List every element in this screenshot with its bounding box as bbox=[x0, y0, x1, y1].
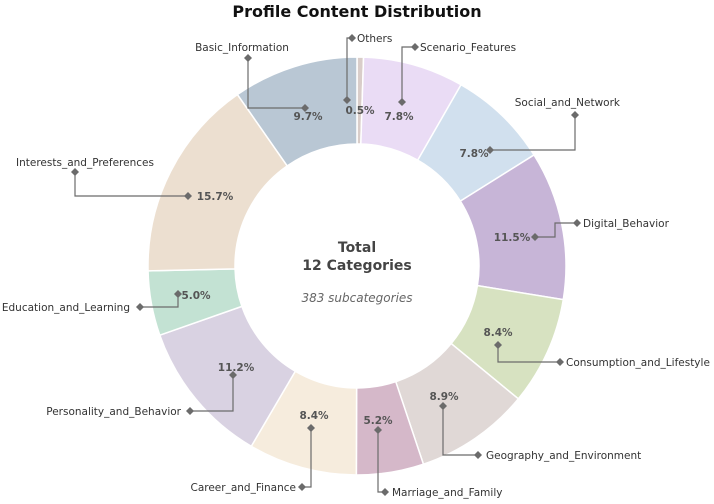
leader-line-social-and-network bbox=[490, 115, 576, 151]
pct-label-basic-information: 9.7% bbox=[293, 111, 323, 123]
slice-label-geography-and-environment: Geography_and_Environment bbox=[486, 450, 641, 462]
slice-label-others: Others bbox=[357, 33, 392, 45]
pct-label-scenario-features: 7.8% bbox=[384, 111, 414, 123]
pct-label-interests-and-preferences: 15.7% bbox=[197, 191, 234, 203]
leader-marker-geography-and-environment bbox=[439, 402, 447, 410]
leader-end-marker-geography-and-environment bbox=[474, 451, 482, 459]
leader-line-geography-and-environment bbox=[442, 406, 478, 456]
slices bbox=[147, 56, 567, 476]
slice-label-digital-behavior: Digital_Behavior bbox=[583, 218, 670, 230]
pct-label-others: 0.5% bbox=[345, 105, 375, 117]
pct-label-geography-and-environment: 8.9% bbox=[429, 391, 459, 403]
pct-label-social-and-network: 7.8% bbox=[459, 148, 489, 160]
slice-label-consumption-and-lifestyle: Consumption_and_Lifestyle bbox=[566, 357, 710, 369]
leader-end-marker-digital-behavior bbox=[573, 219, 581, 227]
slice-label-career-and-finance: Career_and_Finance bbox=[190, 482, 296, 494]
chart-title: Profile Content Distribution bbox=[232, 2, 481, 21]
slice-label-basic-information: Basic_Information bbox=[195, 42, 289, 54]
slice-label-education-and-learning: Education_and_Learning bbox=[2, 302, 130, 314]
leader-marker-personality-and-behavior bbox=[229, 371, 237, 379]
leader-line-personality-and-behavior bbox=[190, 375, 234, 412]
leader-marker-career-and-finance bbox=[307, 424, 315, 432]
leader-end-marker-consumption-and-lifestyle bbox=[556, 358, 564, 366]
leader-line-consumption-and-lifestyle bbox=[497, 345, 560, 363]
leader-end-marker-others bbox=[348, 34, 356, 42]
leader-end-marker-basic-information bbox=[244, 54, 252, 62]
slice-label-interests-and-preferences: Interests_and_Preferences bbox=[16, 157, 154, 169]
leader-end-marker-personality-and-behavior bbox=[186, 407, 194, 415]
pct-label-consumption-and-lifestyle: 8.4% bbox=[483, 327, 513, 339]
center-total: Total bbox=[338, 240, 376, 256]
leader-end-marker-education-and-learning bbox=[136, 303, 144, 311]
leader-end-marker-marriage-and-family bbox=[381, 488, 389, 496]
leader-line-interests-and-preferences bbox=[74, 172, 188, 197]
slice-label-scenario-features: Scenario_Features bbox=[420, 42, 516, 54]
pct-label-career-and-finance: 8.4% bbox=[299, 410, 329, 422]
leader-end-marker-career-and-finance bbox=[298, 483, 306, 491]
leader-marker-education-and-learning bbox=[174, 290, 182, 298]
leader-marker-marriage-and-family bbox=[374, 426, 382, 434]
leader-marker-basic-information bbox=[301, 104, 309, 112]
slice-label-personality-and-behavior: Personality_and_Behavior bbox=[46, 406, 181, 418]
leader-line-scenario-features bbox=[401, 46, 415, 102]
pct-label-digital-behavior: 11.5% bbox=[494, 232, 531, 244]
leader-marker-others bbox=[343, 96, 351, 104]
leader-end-marker-interests-and-preferences bbox=[71, 168, 79, 176]
slice-basic-information bbox=[236, 56, 358, 167]
leader-end-marker-social-and-network bbox=[571, 111, 579, 119]
pct-label-marriage-and-family: 5.2% bbox=[363, 415, 393, 427]
leader-line-education-and-learning bbox=[140, 294, 179, 308]
leader-line-basic-information bbox=[247, 58, 305, 109]
pct-label-personality-and-behavior: 11.2% bbox=[218, 362, 255, 374]
slice-label-marriage-and-family: Marriage_and_Family bbox=[392, 487, 502, 499]
leader-end-marker-scenario-features bbox=[411, 43, 419, 51]
pct-label-education-and-learning: 5.0% bbox=[181, 290, 211, 302]
leader-marker-social-and-network bbox=[486, 146, 494, 154]
leader-marker-digital-behavior bbox=[531, 233, 539, 241]
center-categories: 12 Categories bbox=[302, 258, 411, 274]
leader-lines: Others 0.5% Scenario_Features 7.8% Social_an… bbox=[2, 33, 710, 499]
center-subtitle: 383 subcategories bbox=[301, 291, 412, 305]
leader-line-digital-behavior bbox=[535, 222, 577, 238]
leader-marker-interests-and-preferences bbox=[184, 192, 192, 200]
leader-marker-scenario-features bbox=[398, 98, 406, 106]
slice-label-social-and-network: Social_and_Network bbox=[515, 97, 621, 109]
leader-marker-consumption-and-lifestyle bbox=[494, 341, 502, 349]
